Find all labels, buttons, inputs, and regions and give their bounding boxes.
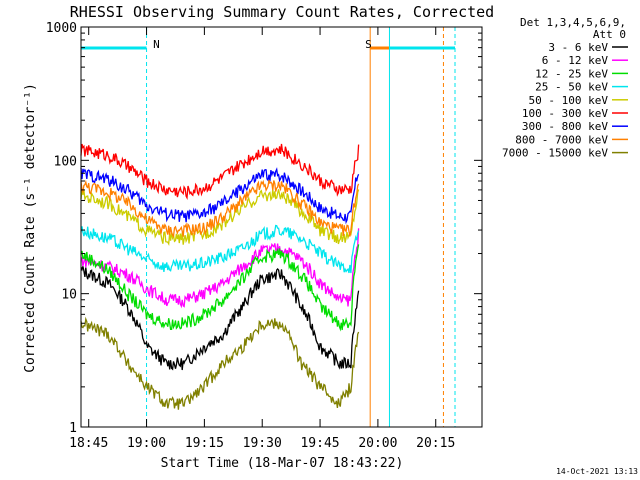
legend-label-8: 7000 - 15000 keV [502, 147, 608, 160]
y-tick-label-2: 100 [54, 154, 77, 169]
legend-title-line-2: Att 0 [593, 28, 626, 41]
legend-title-line-1: Det 1,3,4,5,6,9, [520, 16, 626, 29]
legend-label-1: 6 - 12 keV [542, 54, 609, 67]
legend-label-4: 50 - 100 keV [529, 94, 609, 107]
chart-title: RHESSI Observing Summary Count Rates, Co… [70, 3, 494, 21]
series-line-5 [80, 143, 360, 201]
annotation-0: N [153, 38, 160, 51]
x-tick-label-6: 20:15 [416, 436, 455, 451]
legend-label-3: 25 - 50 keV [535, 81, 608, 94]
series-line-7 [80, 179, 360, 238]
y-tick-label-1: 10 [61, 288, 77, 303]
x-tick-label-3: 19:30 [243, 436, 282, 451]
legend-label-0: 3 - 6 keV [548, 41, 608, 54]
legend-label-5: 100 - 300 keV [522, 107, 608, 120]
x-axis-ticks: 18:45 19:00 19:15 19:30 19:45 20:00 20:15 [69, 27, 455, 451]
y-tick-label-0: 1 [69, 421, 77, 436]
y-axis-label: Corrected Count Rate (s⁻¹ detector⁻¹) [23, 83, 38, 373]
series-line-2 [80, 244, 360, 332]
series-line-1 [80, 228, 360, 309]
y-tick-label-3: 1000 [46, 21, 77, 36]
x-tick-label-4: 19:45 [300, 436, 339, 451]
legend-label-7: 800 - 7000 keV [515, 133, 608, 146]
x-axis-label: Start Time (18-Mar-07 18:43:22) [161, 456, 404, 471]
x-tick-label-0: 18:45 [69, 436, 108, 451]
series-line-0 [80, 266, 360, 371]
x-tick-label-5: 20:00 [358, 436, 397, 451]
x-tick-label-2: 19:15 [185, 436, 224, 451]
series-line-3 [80, 224, 360, 274]
legend-label-6: 300 - 800 keV [522, 120, 608, 133]
x-tick-label-1: 19:00 [127, 436, 166, 451]
annotation-1: S [365, 38, 372, 51]
plot-frame [80, 26, 483, 428]
plot-area: 18:45 19:00 19:15 19:30 19:45 20:00 20:15 1101… [46, 21, 483, 451]
y-axis-ticks: 1 10 100 1000 [46, 21, 482, 436]
series-line-6 [80, 167, 360, 225]
time-bands [80, 27, 456, 427]
timestamp: 14-Oct-2021 13:13 [556, 467, 638, 476]
data-series [80, 143, 360, 410]
legend-label-2: 12 - 25 keV [535, 67, 608, 80]
series-line-8 [80, 316, 360, 410]
